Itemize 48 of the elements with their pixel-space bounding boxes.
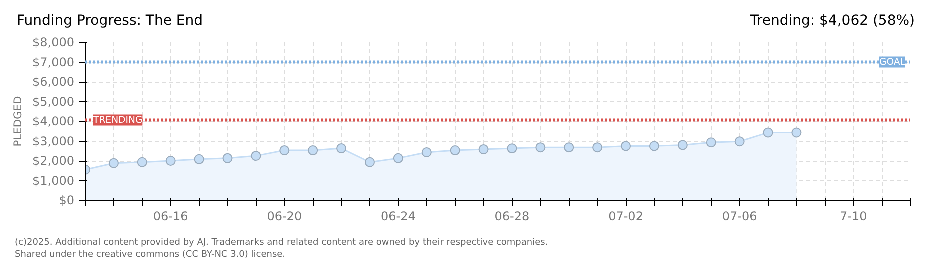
point <box>364 157 375 168</box>
x-tick-label: 06-16 <box>153 210 188 224</box>
point <box>108 158 119 168</box>
point <box>763 128 774 138</box>
y-tick-label: $4,000 <box>32 114 75 128</box>
point <box>280 146 290 156</box>
x-tick-label: 06-20 <box>267 210 302 224</box>
point <box>450 146 460 156</box>
x-tick-label: 06-28 <box>494 210 530 224</box>
x-tick-label: 07-06 <box>722 210 758 224</box>
point <box>734 136 745 147</box>
point <box>649 141 660 152</box>
text: Shared under the creative commons (CC BY-NC 3.0) license. <box>15 250 286 260</box>
text: (c)2025. Additional content provided by AJ. Trademarks and related content are owned by their respective companies. <box>15 238 548 248</box>
chart-subtitle: Trending: $4,062 (58%) <box>750 12 915 31</box>
point <box>564 142 574 153</box>
y-tick-label: $8,000 <box>32 36 75 50</box>
chart-title: Funding Progress: The End <box>17 12 204 31</box>
point <box>621 141 632 152</box>
point <box>706 138 716 148</box>
point <box>166 156 176 166</box>
x-tick-label: 7-10 <box>840 210 868 224</box>
y-tick-label: $0 <box>59 194 75 208</box>
point <box>478 144 489 155</box>
point <box>251 151 262 162</box>
point <box>222 153 233 164</box>
point <box>194 154 204 164</box>
point <box>507 144 518 154</box>
y-tick-label: $7,000 <box>32 55 75 70</box>
y-axis-title: PLEDGED <box>12 96 25 147</box>
point <box>592 142 603 153</box>
y-tick-label: $5,000 <box>32 94 75 109</box>
point <box>336 144 347 154</box>
point <box>792 128 802 138</box>
y-tick-label: $2,000 <box>32 154 75 168</box>
x-tick-label: 07-02 <box>608 210 644 224</box>
point <box>536 142 546 153</box>
y-tick-label: $1,000 <box>32 174 75 188</box>
ref-line-label: GOAL <box>880 56 906 68</box>
y-tick-label: $6,000 <box>32 75 75 89</box>
point <box>137 157 148 168</box>
x-tick-label: 06-24 <box>380 210 416 224</box>
point <box>678 140 688 150</box>
y-tick-label: $3,000 <box>32 134 75 148</box>
ref-line-label: TRENDING <box>92 114 143 126</box>
point <box>308 146 318 156</box>
point <box>422 148 432 158</box>
point <box>393 153 404 164</box>
